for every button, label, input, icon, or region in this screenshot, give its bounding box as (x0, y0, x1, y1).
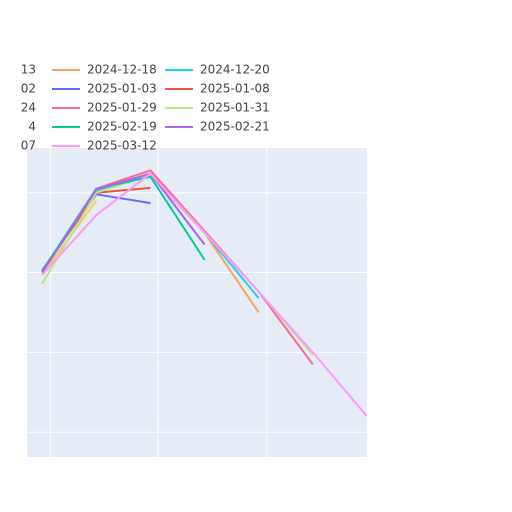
legend-label: 2025-01-08 (200, 82, 270, 96)
legend-label: 02 (21, 82, 36, 96)
lines (41, 169, 367, 417)
legend-label: 2025-02-21 (200, 120, 270, 134)
legend: 13 2024-12-18 2024-12-20 02 2025-01-03 2025-0… (21, 63, 270, 153)
legend-label: 4 (28, 120, 36, 134)
grid (27, 148, 367, 457)
series-line (41, 172, 367, 417)
legend-label: 2025-02-19 (87, 120, 157, 134)
legend-label: 2025-03-12 (87, 139, 157, 153)
legend-label: 2025-01-03 (87, 82, 157, 96)
legend-label: 2024-12-18 (87, 63, 157, 77)
legend-label: 13 (21, 63, 36, 77)
legend-label: 24 (21, 101, 36, 115)
legend-label: 2025-01-31 (200, 101, 270, 115)
legend-label: 2025-01-29 (87, 101, 157, 115)
plot-area (27, 148, 367, 457)
legend-label: 07 (21, 139, 36, 153)
legend-label: 2024-12-20 (200, 63, 270, 77)
series-line (41, 172, 206, 274)
